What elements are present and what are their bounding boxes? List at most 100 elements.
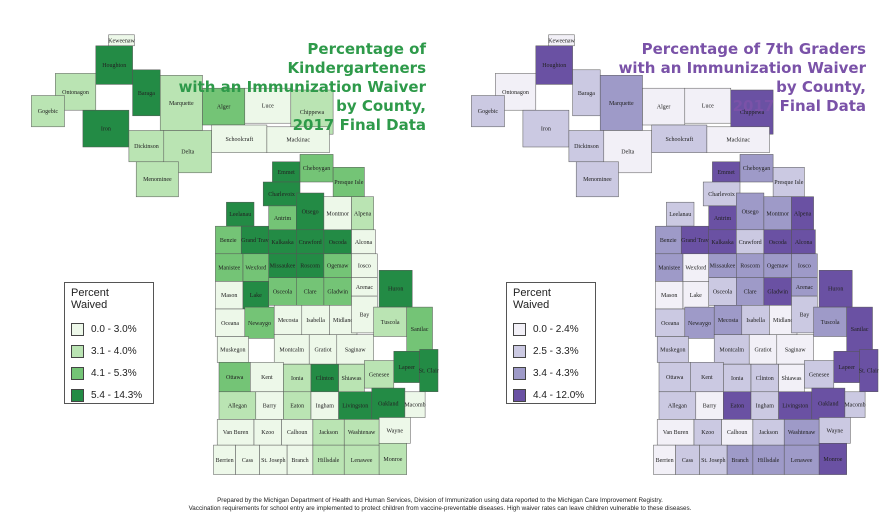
- county-label: Keweenaw: [548, 38, 575, 44]
- county-label: Ottawa: [666, 375, 684, 381]
- county-shape: [813, 306, 847, 337]
- county-shape: [844, 391, 866, 418]
- county-label: Cass: [242, 458, 254, 464]
- county-shape: [378, 417, 411, 444]
- county-shape: [721, 419, 754, 446]
- county-shape: [778, 363, 805, 393]
- county-shape: [312, 444, 345, 475]
- county-label: Alpena: [354, 211, 372, 217]
- county-shape: [750, 363, 779, 393]
- county-label: Wayne: [387, 428, 404, 434]
- county-label: Wayne: [827, 428, 844, 434]
- legend-item: 5.4 - 14.3%: [71, 384, 147, 406]
- county-label: Manistee: [218, 266, 240, 272]
- county-shape: [690, 362, 724, 392]
- legend-item: 3.1 - 4.0%: [71, 340, 147, 362]
- county-label: Hillsdale: [758, 458, 780, 464]
- county-shape: [312, 419, 345, 446]
- county-label: Charlevoix: [708, 192, 735, 198]
- county-label: Arenac: [796, 285, 814, 291]
- county-label: Leelanau: [229, 212, 251, 218]
- county-shape: [273, 334, 310, 365]
- county-shape: [658, 362, 691, 392]
- county-shape: [419, 349, 439, 392]
- county-label: Sanilac: [851, 327, 869, 333]
- county-shape: [713, 334, 750, 365]
- county-shape: [568, 130, 605, 163]
- county-shape: [211, 124, 268, 153]
- county-label: Ionia: [731, 376, 744, 382]
- county-label: Benzie: [660, 238, 677, 244]
- county-shape: [404, 391, 426, 418]
- legend-title: Percent Waived: [513, 287, 551, 311]
- county-label: Grand Trav: [241, 238, 269, 244]
- county-shape: [656, 419, 695, 446]
- county-label: Midland: [773, 318, 793, 324]
- county-shape: [250, 362, 284, 392]
- county-label: Shiawas: [342, 376, 363, 382]
- county-label: Shiawas: [782, 376, 803, 382]
- county-shape: [783, 444, 820, 475]
- county-shape: [255, 391, 284, 420]
- county-shape: [752, 444, 785, 475]
- county-label: Presque Isle: [334, 180, 363, 186]
- county-label: Luce: [702, 104, 714, 110]
- county-label: Charlevoix: [268, 192, 295, 198]
- legend-item: 4.1 - 5.3%: [71, 362, 147, 384]
- title-line-2: with an Immunization Waiver by County,: [618, 59, 866, 96]
- legend-item: 3.4 - 4.3%: [513, 362, 589, 384]
- county-label: Huron: [388, 287, 403, 293]
- county-label: Montmor: [766, 211, 789, 217]
- county-label: Presque Isle: [774, 180, 803, 186]
- county-shape: [364, 360, 395, 389]
- county-label: Newaygo: [248, 321, 271, 327]
- county-label: Crawford: [739, 239, 762, 246]
- county-label: Gogebic: [478, 109, 499, 115]
- county-shape: [859, 349, 879, 392]
- title-line-1: Percentage of 7th Graders: [641, 40, 866, 58]
- title-line-3: 2017 Final Data: [732, 97, 866, 115]
- county-shape: [338, 363, 365, 393]
- county-label: Iosco: [798, 264, 811, 270]
- county-label: Sanilac: [411, 327, 429, 333]
- county-label: Gladwin: [327, 290, 348, 296]
- county-label: Cheboygan: [743, 166, 770, 172]
- county-label: Alger: [657, 105, 671, 111]
- county-shape: [332, 167, 365, 197]
- county-label: Lenawee: [351, 458, 373, 464]
- county-label: Clinton: [756, 376, 774, 382]
- county-shape: [804, 360, 835, 389]
- county-shape: [95, 45, 133, 85]
- county-shape: [132, 69, 161, 117]
- county-shape: [833, 351, 860, 383]
- county-label: Oceana: [221, 321, 239, 327]
- county-label: Mecosta: [718, 318, 739, 324]
- county-label: Emmet: [718, 170, 736, 176]
- county-shape: [811, 387, 846, 420]
- county-label: Saginaw: [785, 347, 806, 353]
- county-label: Calhoun: [287, 430, 307, 436]
- county-shape: [393, 351, 420, 383]
- county-shape: [846, 306, 873, 352]
- county-label: Branch: [731, 458, 748, 464]
- county-shape: [772, 167, 805, 197]
- county-label: Bay: [800, 313, 810, 319]
- county-label: Iron: [101, 127, 111, 133]
- county-label: Wexford: [685, 265, 706, 272]
- county-shape: [338, 391, 372, 420]
- seventh-grade-legend: Percent Waived 0.0 - 2.4% 2.5 - 3.3% 3.4…: [506, 282, 596, 404]
- county-label: Van Buren: [663, 430, 689, 436]
- county-shape: [739, 154, 774, 183]
- county-label: Gogebic: [38, 109, 59, 115]
- legend-label: 0.0 - 3.0%: [91, 323, 137, 335]
- county-label: Washtenaw: [788, 430, 816, 436]
- county-label: Van Buren: [223, 430, 249, 436]
- county-label: Ottawa: [226, 375, 244, 381]
- county-label: Houghton: [542, 63, 566, 69]
- county-shape: [736, 277, 765, 306]
- county-label: Kent: [261, 375, 273, 381]
- county-label: Lake: [250, 293, 262, 299]
- kindergarten-map-title: Percentage of Kindergarteners with an Im…: [166, 40, 426, 135]
- county-shape: [351, 295, 378, 334]
- county-shape: [128, 130, 165, 163]
